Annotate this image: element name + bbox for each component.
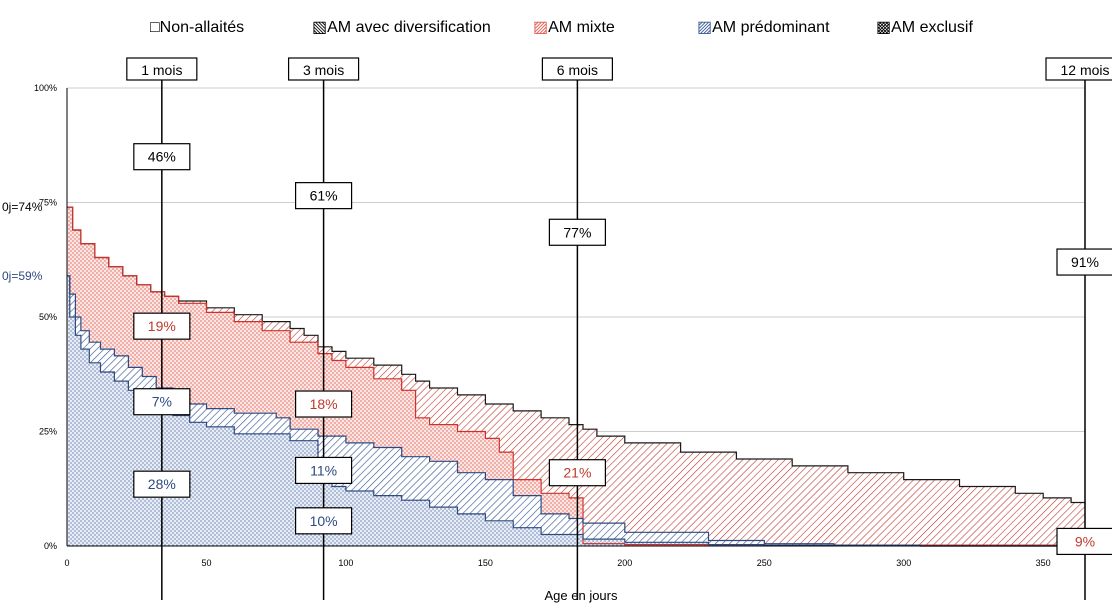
legend-item-div: ▧AM avec diversification [312,19,491,36]
annotation-box [294,456,353,485]
x-tick-label: 350 [1036,558,1051,568]
annotation-label: 46% [148,149,176,165]
milestone-box [541,57,613,81]
milestone-label: 1 mois [141,62,182,78]
annotation-label: 77% [563,224,591,240]
y-tick-label: 100% [34,83,57,93]
chart-milestones: 1 mois 3 mois 6 mois 12 mois [126,57,1112,600]
chart-axes: 0j=74% 0j=59% [2,88,1085,547]
x-tick-label: 100 [338,558,353,568]
initial-value-label: 0j=74% [2,200,43,214]
annotation-box [548,218,606,246]
legend-item-excl: ▩AM exclusif [876,19,973,36]
y-tick-label: 25% [39,427,57,437]
chart-legend: □Non-allaités ▧AM avec diversification ▨AM… [150,19,973,36]
annotation-box [1056,248,1112,276]
legend-label-div: ▧AM avec diversification [312,19,491,36]
initial-value-label: 0j=59% [2,269,43,283]
annotation-box [133,312,191,340]
milestone-box [126,57,198,81]
milestone-label: 3 mois [303,62,344,78]
area-excl [67,275,1085,546]
annotation-label: 18% [310,396,338,412]
legend-item-pred: ▨AM prédominant [697,19,830,36]
annotation-label: 10% [310,513,338,529]
x-tick-label: 50 [201,558,211,568]
annotation-label: 21% [563,465,591,481]
milestone-label: 12 mois [1060,62,1109,78]
x-tick-label: 300 [896,558,911,568]
milestone-box [1045,57,1112,81]
legend-label-non: □Non-allaités [150,19,244,36]
milestone-box [287,57,360,81]
legend-label-excl: ▩AM exclusif [876,19,973,36]
legend-item-non: □Non-allaités [150,19,244,36]
annotation-label: 28% [148,476,176,492]
chart-areas [67,206,1086,547]
milestone-label: 6 mois [557,62,598,78]
legend-item-mix: ▨AM mixte [533,19,615,36]
annotation-label: 19% [148,318,176,334]
annotation-box [548,459,606,487]
annotation-label: 91% [1071,254,1099,270]
annotation-label: 11% [310,462,337,478]
x-tick-label: 250 [757,558,772,568]
x-tick-label: 150 [478,558,493,568]
x-axis-title: Age en jours [545,588,618,603]
line-pred [67,275,1085,547]
x-tick-label: 0 [64,558,69,568]
annotation-box [133,388,191,416]
chart-annotations: 46% 19% 7% 28% 61% 18% 11% 10% 77% 21% 91% 9% [133,143,1112,556]
y-tick-label: 75% [39,198,57,208]
y-tick-label: 0% [44,541,57,551]
annotation-label: 7% [152,394,172,410]
annotation-label: 9% [1075,533,1095,549]
line-mix [67,206,1086,546]
y-tick-label: 50% [39,312,57,322]
annotation-box [1056,527,1112,556]
legend-label-mix: ▨AM mixte [533,19,615,36]
legend-label-pred: ▨AM prédominant [697,19,830,36]
annotation-box [294,507,353,535]
annotation-box [294,390,353,418]
annotation-box [294,182,353,210]
annotation-label: 61% [310,188,338,204]
x-tick-label: 200 [617,558,632,568]
annotation-box [133,470,191,498]
annotation-box [133,143,191,171]
